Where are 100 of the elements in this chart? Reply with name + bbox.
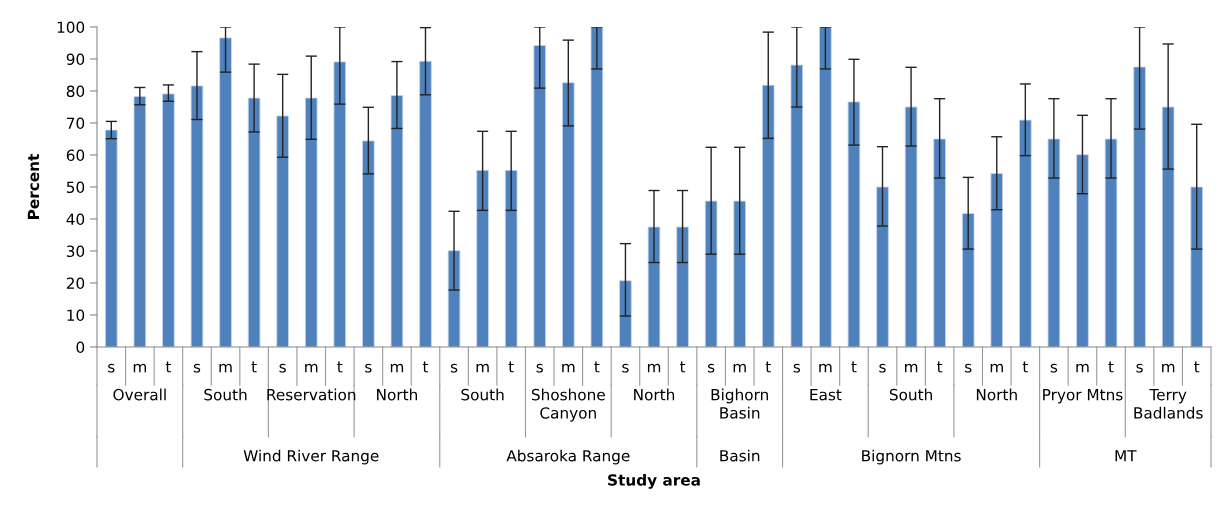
bar [219,37,232,347]
x-tick-label: t [594,361,600,373]
text: MT [1115,450,1137,462]
text: North [634,388,675,401]
x-tick-label: m [647,363,661,373]
bar [1019,119,1032,347]
text: Wind River Range [243,449,379,465]
x-tick-label: t [937,361,943,373]
bar [247,97,261,347]
x-tick-label: s [707,363,715,373]
bar [1133,66,1146,347]
bar [704,200,718,347]
x-tick-label: s [450,363,458,373]
x-tick-label: s [622,363,629,373]
bar [733,200,746,347]
bar [447,250,461,347]
x-tick-label: t [765,361,771,373]
x-tick-label: t [1194,361,1200,373]
y-tick-label: 100 [57,21,85,34]
x-tick-label: s [279,363,286,373]
text: Pryor Mtns [1043,389,1123,404]
x-tick-label: s [965,363,972,373]
x-tick-label: m [905,363,918,373]
bar [933,138,946,347]
bar [533,45,547,347]
bar [761,84,775,347]
y-tick-label: 60 [66,149,85,162]
y-tick-label: 30 [66,245,85,258]
bar [847,101,861,347]
text: North [377,388,417,401]
text: South [889,388,932,401]
x-tick-label: s [365,363,372,373]
x-tick-label: t [679,361,686,373]
bar [647,226,661,347]
x-tick-label: s [879,363,886,373]
bar [590,27,604,347]
x-tick-label: m [819,363,832,373]
bar [1190,186,1203,347]
bar [333,61,347,347]
bar [419,60,432,347]
text: Absaroka Range [506,449,630,465]
x-tick-label: m [390,363,404,373]
x-tick-label: m [1162,363,1175,373]
x-tick-label: m [990,363,1003,373]
y-tick-label: 10 [67,309,85,322]
bar [1104,138,1118,347]
bar [562,82,575,347]
text: South [204,388,247,401]
text: North [976,388,1017,401]
y-tick-label: 70 [67,117,85,130]
y-tick-label: 40 [66,213,85,226]
x-tick-label: m [733,363,746,373]
x-tick-label: m [562,363,575,373]
x-tick-label: s [193,363,201,373]
text: Study area [608,473,700,489]
bar [476,169,489,347]
text: Terry Badlands [1134,389,1203,419]
text: Shoshone Canyon [531,388,605,422]
bar [676,226,689,347]
x-tick-label: m [476,363,489,373]
x-tick-label: t [1108,361,1114,373]
text: Reservation [267,388,356,401]
x-tick-label: s [1136,363,1143,373]
y-tick-label: 20 [66,277,85,290]
x-tick-label: t [251,361,257,373]
bar [304,97,318,347]
y-tick-label: 0 [76,341,85,354]
x-tick-label: t [851,361,857,373]
x-tick-label: s [108,363,115,373]
bar [1076,154,1089,347]
y-tick-label: 90 [66,53,85,66]
text: Basin [720,449,760,462]
x-tick-label: s [536,363,543,373]
bar [362,140,375,347]
x-tick-label: m [133,363,146,373]
bar [619,280,632,347]
x-tick-label: t [165,361,172,373]
bar [904,106,918,347]
x-tick-label: m [1076,363,1089,373]
x-tick-label: s [1050,363,1058,373]
bar [961,213,975,347]
bar [190,85,204,347]
y-tick-label: 50 [66,181,85,194]
x-tick-label: m [219,363,232,373]
x-tick-label: t [508,361,514,373]
bar [1047,138,1061,347]
text: Overall [113,388,166,401]
text: Bighorn Basin [711,388,768,419]
bar [876,186,889,347]
x-tick-label: t [422,361,429,373]
x-tick-label: t [337,361,343,373]
bar [133,96,147,347]
x-tick-label: s [793,363,801,373]
y-axis-title: Percent [27,154,40,219]
text: East [810,389,842,401]
x-tick-label: m [305,363,318,373]
bar [276,115,289,347]
text: South [461,388,504,401]
text: Bignorn Mtns [862,449,961,465]
bar [105,129,118,347]
